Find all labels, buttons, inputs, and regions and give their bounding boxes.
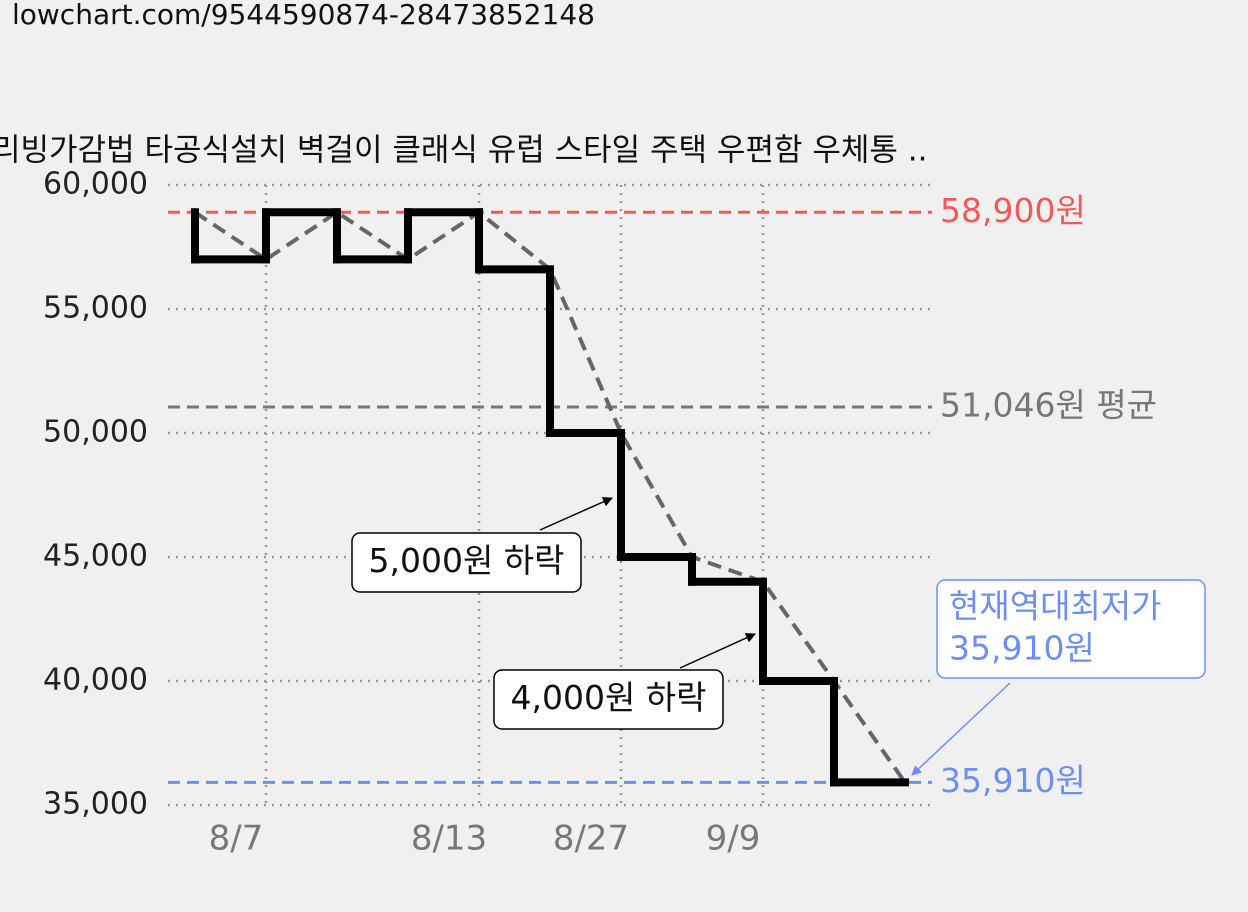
annotation-text: 5,000원 하락 bbox=[368, 541, 564, 580]
chart-title: 리빙가감법 타공식설치 벽걸이 클래식 유럽 스타일 주택 우편함 우체통 .. bbox=[0, 133, 927, 169]
x-tick-label: 9/9 bbox=[706, 819, 761, 859]
url: lowchart.com/9544590874-28473852148 bbox=[12, 0, 595, 31]
y-tick-label: 50,000 bbox=[43, 415, 148, 450]
y-tick-label: 40,000 bbox=[43, 663, 148, 698]
annotation-arrow bbox=[539, 497, 613, 531]
annotation-text: 35,910원 bbox=[949, 629, 1095, 668]
reference-label: 35,910원 bbox=[940, 761, 1086, 800]
annotation-box bbox=[936, 579, 1206, 679]
annotation-box bbox=[493, 669, 724, 730]
reference-label: 51,046원 평균 bbox=[940, 386, 1157, 425]
annotation-arrow bbox=[911, 682, 1011, 776]
x-tick-label: 8/27 bbox=[553, 819, 629, 859]
annotation-arrow bbox=[679, 633, 756, 669]
y-tick-label: 45,000 bbox=[43, 539, 148, 574]
annotation-text: 현재역대최저가 bbox=[949, 587, 1162, 626]
annotation-text: 4,000원 하락 bbox=[510, 678, 706, 717]
step-riser bbox=[191, 208, 838, 787]
x-tick-label: 8/13 bbox=[411, 819, 487, 859]
step-start bbox=[191, 208, 199, 217]
reference-label: 58,900원 bbox=[940, 191, 1086, 230]
x-tick-label: 8/7 bbox=[209, 819, 264, 859]
y-tick-label: 60,000 bbox=[43, 167, 148, 202]
y-tick-label: 55,000 bbox=[43, 291, 148, 326]
y-tick-label: 35,000 bbox=[43, 787, 148, 822]
annotation-box bbox=[351, 532, 582, 593]
